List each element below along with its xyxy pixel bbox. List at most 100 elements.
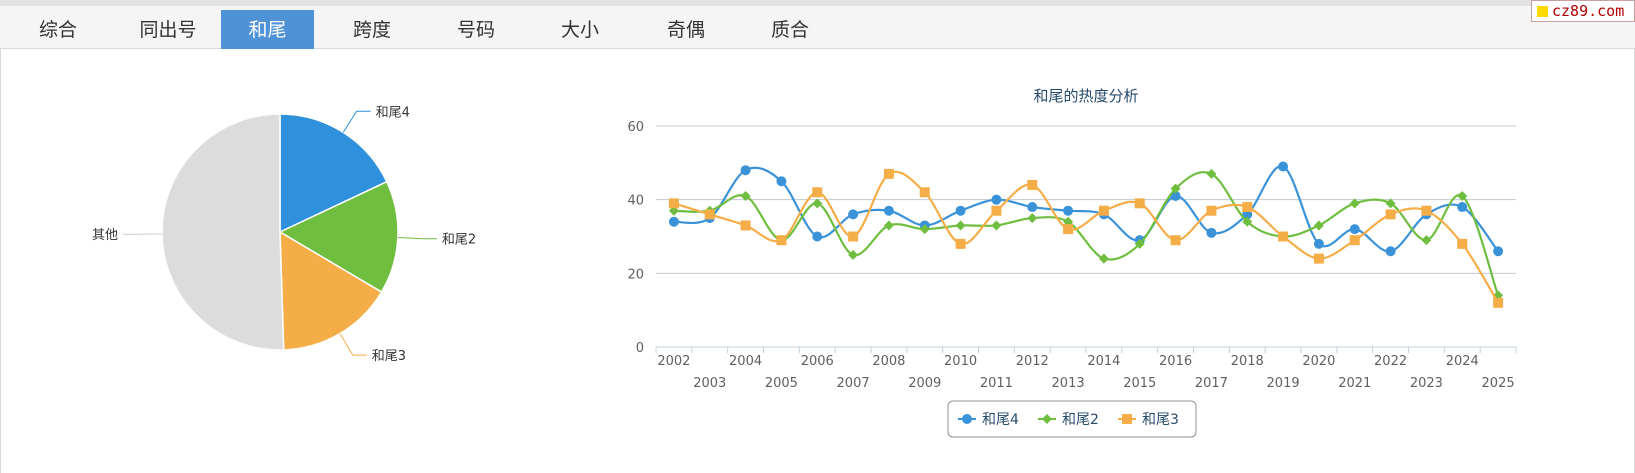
data-point (740, 190, 751, 201)
data-point (848, 209, 859, 220)
x-tick-label: 2003 (693, 376, 726, 391)
x-tick-label: 2022 (1374, 354, 1407, 369)
data-point (991, 220, 1002, 231)
y-tick-label: 60 (627, 120, 644, 135)
line-chart: 和尾的热度分析020406020022003200420052006200720… (627, 87, 1517, 438)
data-point (1063, 205, 1074, 216)
data-point (955, 238, 966, 249)
x-tick-label: 2025 (1482, 376, 1515, 391)
x-tick-label: 2008 (872, 354, 905, 369)
data-point (1385, 246, 1396, 257)
data-point (740, 220, 751, 231)
legend: 和尾4 和尾2 和尾3 (947, 400, 1197, 438)
data-point (1027, 202, 1038, 213)
legend-label: 和尾2 (1062, 412, 1099, 428)
pie-label: 和尾2 (442, 233, 476, 248)
series-line (673, 170, 1500, 304)
data-point (1457, 190, 1468, 201)
series-line (673, 165, 1499, 253)
data-point (812, 231, 823, 242)
chart-title: 和尾的热度分析 (1033, 87, 1138, 105)
x-tick-label: 2005 (765, 376, 798, 391)
tab-haoma[interactable]: 号码 (456, 19, 495, 41)
pie-label: 其他 (92, 228, 118, 243)
tab-bar: 综合 同出号 和尾 跨度 号码 大小 奇偶 质合 (0, 0, 1635, 50)
data-point (991, 205, 1002, 216)
y-tick-label: 40 (627, 194, 644, 209)
data-point (1206, 205, 1217, 216)
data-point (1421, 205, 1432, 216)
tab-hewei[interactable]: 和尾 (221, 10, 314, 50)
pie-chart: 和尾4 和尾2 和尾3 其他 (92, 105, 476, 364)
data-point (848, 231, 859, 242)
pie-slice (161, 113, 285, 351)
y-tick-label: 0 (636, 341, 644, 356)
data-point (1349, 235, 1360, 246)
x-tick-label: 2011 (980, 376, 1013, 391)
data-point (883, 220, 894, 231)
data-point (1313, 220, 1324, 231)
x-tick-label: 2007 (837, 376, 870, 391)
data-point (1493, 246, 1504, 257)
x-tick-label: 2018 (1231, 354, 1264, 369)
x-tick-label: 2017 (1195, 376, 1228, 391)
x-tick-label: 2002 (657, 354, 690, 369)
data-point (1170, 190, 1181, 201)
tab-zonghe[interactable]: 综合 (38, 19, 77, 41)
series-group (668, 168, 1504, 301)
watermark-text: cz89.com (1552, 2, 1625, 20)
legend-marker (962, 414, 972, 424)
data-point (991, 194, 1002, 205)
data-point (1349, 198, 1360, 209)
pie-connector (397, 237, 437, 240)
data-point (1242, 216, 1253, 227)
data-point (1313, 238, 1324, 249)
data-point (704, 209, 715, 220)
x-tick-label: 2012 (1016, 354, 1049, 369)
data-point (919, 187, 930, 198)
data-point (1063, 224, 1074, 235)
data-point (1027, 213, 1038, 224)
data-point (1134, 198, 1145, 209)
data-point (776, 176, 787, 187)
data-point (1206, 168, 1217, 179)
data-point (1170, 235, 1181, 246)
data-point (1027, 179, 1038, 190)
tab-tongchuhao[interactable]: 同出号 (139, 19, 197, 41)
data-point (668, 216, 679, 227)
pie-slice (278, 180, 399, 294)
watermark-square-icon (1537, 6, 1548, 17)
data-point (1278, 231, 1289, 242)
data-point (1242, 202, 1253, 213)
x-tick-label: 2004 (729, 354, 762, 369)
tab-zhihe[interactable]: 质合 (770, 19, 809, 41)
tab-kuadu[interactable]: 跨度 (352, 19, 391, 41)
legend-box (947, 400, 1197, 438)
data-point (1385, 198, 1396, 209)
data-point (1349, 224, 1360, 235)
x-tick-label: 2016 (1159, 354, 1192, 369)
data-point (1170, 183, 1181, 194)
tab-daxiao[interactable]: 大小 (560, 19, 599, 41)
legend-label: 和尾3 (1142, 412, 1179, 428)
legend-marker (1042, 414, 1052, 424)
x-tick-label: 2024 (1446, 354, 1479, 369)
x-tick-label: 2013 (1052, 376, 1085, 391)
data-point (1134, 238, 1145, 249)
x-tick-label: 2019 (1267, 376, 1300, 391)
data-point (668, 198, 679, 209)
x-tick-label: 2015 (1123, 376, 1156, 391)
data-point (1421, 235, 1432, 246)
data-point (883, 205, 894, 216)
data-point (1457, 202, 1468, 213)
data-point (1098, 205, 1109, 216)
tab-jiou[interactable]: 奇偶 (666, 19, 705, 41)
pie-connector (342, 110, 371, 133)
x-tick-label: 2021 (1338, 376, 1371, 391)
data-point (776, 235, 787, 246)
data-point (955, 220, 966, 231)
legend-label: 和尾4 (982, 412, 1019, 428)
series-line (673, 171, 1500, 296)
pie-connector (339, 333, 367, 356)
